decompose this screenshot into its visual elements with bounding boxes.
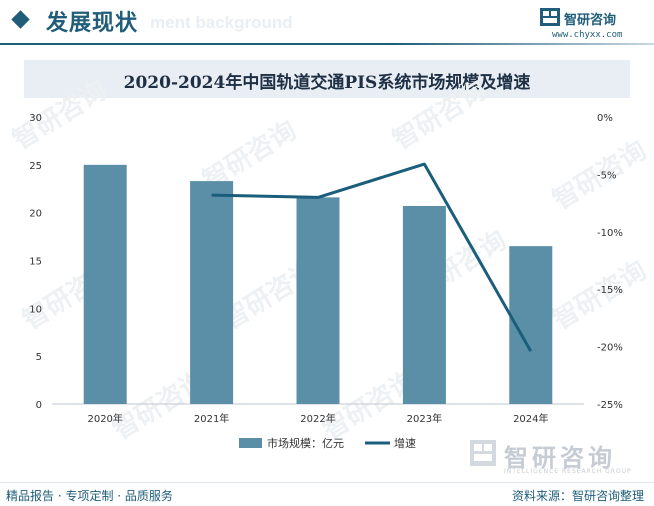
y-right-tick-label: -5% [597, 170, 616, 181]
y-left-tick-label: 20 [29, 209, 42, 220]
bar [402, 205, 446, 404]
watermark-text-0: 智研咨询 [7, 75, 112, 156]
bar [190, 181, 234, 404]
brand-url[interactable]: www.chyxx.com [552, 30, 623, 40]
header-divider [0, 43, 654, 45]
y-right-tick-label: -25% [597, 400, 623, 411]
y-right-tick-label: -10% [597, 228, 623, 239]
y-left-tick-label: 10 [29, 304, 42, 315]
brand-logo-icon [540, 8, 560, 26]
x-tick-label: 2024年 [513, 412, 548, 425]
line-series [211, 162, 533, 352]
x-tick-label: 2022年 [300, 412, 335, 425]
y-left-tick-label: 0 [36, 400, 42, 411]
y-left-tick-label: 30 [29, 113, 42, 124]
chart-title: 2020-2024年中国轨道交通PIS系统市场规模及增速 [123, 73, 531, 93]
y-left-tick-label: 5 [36, 352, 42, 363]
bottom-brand-name: 智研咨询 [504, 444, 616, 472]
legend-line-label: 增速 [394, 436, 416, 450]
chart-title-band: 2020-2024年中国轨道交通PIS系统市场规模及增速 [24, 60, 630, 98]
header: 发展现状 ment background 智研咨询 www.chyxx.com [0, 0, 654, 45]
bottom-brand-logo-icon [470, 440, 496, 466]
x-tick-label: 2020年 [87, 412, 122, 425]
growth-line [211, 162, 533, 352]
brand[interactable]: 智研咨询 www.chyxx.com [540, 8, 640, 42]
y-right-tick-label: 0% [597, 113, 613, 124]
section-title: 发展现状 [46, 11, 139, 36]
bar-series [83, 164, 553, 404]
bottom-brand-watermark: 智研咨询 INTELLIGENCE RESEARCH GROUP [470, 438, 640, 478]
y-left-tick-label: 15 [29, 257, 42, 268]
y-right-tick-label: -15% [597, 285, 623, 296]
x-tick-label: 2021年 [194, 412, 229, 425]
footer-source: 资料来源：智研咨询整理 [511, 489, 644, 503]
ghost-background-text: ment background [150, 13, 293, 32]
legend-bar-swatch [239, 438, 262, 448]
brand-name: 智研咨询 [564, 13, 617, 28]
bar [83, 164, 127, 404]
footer: 精品报告 · 专项定制 · 品质服务 资料来源：智研咨询整理 [0, 482, 654, 506]
bar [296, 197, 340, 404]
bottom-brand-sub: INTELLIGENCE RESEARCH GROUP [504, 468, 632, 475]
legend: 市场规模：亿元 增速 [239, 436, 416, 450]
watermark-text-2: 智研咨询 [387, 75, 492, 156]
footer-slogan: 精品报告 · 专项定制 · 品质服务 [6, 489, 173, 503]
legend-bar-label: 市场规模：亿元 [267, 436, 344, 450]
y-right-tick-label: -20% [597, 343, 623, 354]
x-tick-label: 2023年 [407, 412, 442, 425]
y-left-tick-label: 25 [29, 161, 42, 172]
